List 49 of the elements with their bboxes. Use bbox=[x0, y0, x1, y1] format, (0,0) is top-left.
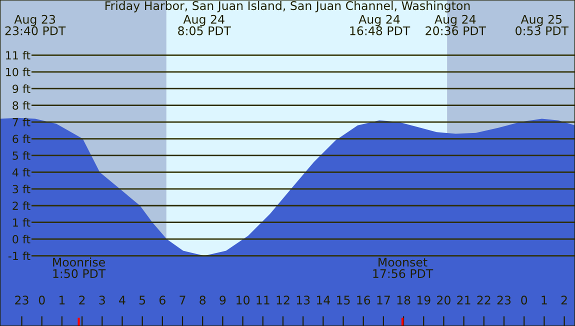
x-tick-label: 8 bbox=[200, 296, 206, 305]
x-tick-label: 23 bbox=[497, 296, 511, 305]
x-tick-label: 13 bbox=[296, 296, 310, 305]
x-tick-label: 16 bbox=[357, 296, 370, 305]
x-tick-label: 2 bbox=[561, 296, 567, 304]
x-tick-label: 12 bbox=[276, 296, 290, 304]
y-tick-label: -1 ft bbox=[8, 252, 30, 260]
x-tick-label: 17 bbox=[377, 296, 390, 304]
y-tick-label: 10 ft bbox=[6, 68, 30, 76]
y-tick-label: 2 ft bbox=[12, 201, 30, 210]
x-tick-label: 2 bbox=[79, 296, 85, 304]
annotation: Moonset 17:56 PDT bbox=[373, 258, 434, 278]
y-tick-label: 1 ft bbox=[13, 218, 30, 227]
y-tick-label: 4 ft bbox=[12, 168, 30, 176]
x-tick-label: 15 bbox=[337, 296, 350, 305]
x-tick-label: 14 bbox=[316, 296, 330, 304]
x-tick-label: 20 bbox=[437, 296, 450, 305]
annotation: Moonrise 1:50 PDT bbox=[53, 258, 106, 278]
y-tick-label: 3 ft bbox=[12, 184, 30, 194]
annotation: Aug 23 23:40 PDT bbox=[5, 14, 66, 36]
x-tick-label: 23 bbox=[15, 296, 28, 305]
x-tick-label: 1 bbox=[59, 296, 65, 304]
x-tick-label: 1 bbox=[542, 296, 547, 304]
y-tick-label: 0 ft bbox=[12, 234, 30, 244]
x-tick-label: 18 bbox=[397, 296, 410, 305]
y-tick-label: 11 ft bbox=[6, 50, 30, 60]
x-tick-label: 4 bbox=[119, 296, 126, 304]
x-tick-label: 6 bbox=[159, 296, 166, 305]
annotation: Aug 24 16:48 PDT bbox=[350, 14, 410, 36]
x-tick-label: 0 bbox=[38, 296, 45, 305]
x-tick-label: 19 bbox=[417, 296, 430, 305]
y-tick-label: 8 ft bbox=[12, 101, 30, 110]
annotation: Aug 25 0:53 PDT bbox=[516, 14, 569, 36]
y-tick-label: 6 ft bbox=[12, 134, 30, 144]
annotation: Aug 24 20:36 PDT bbox=[426, 14, 486, 36]
annotation: Aug 24 8:05 PDT bbox=[178, 14, 231, 36]
chart-title: Friday Harbor, San Juan Island, San Juan Channel, Washington bbox=[105, 0, 470, 12]
y-tick-label: 9 ft bbox=[12, 84, 30, 93]
y-tick-label: 7 ft bbox=[12, 118, 30, 126]
x-tick-label: 21 bbox=[457, 296, 470, 304]
x-tick-label: 10 bbox=[236, 296, 250, 305]
x-tick-label: 9 bbox=[220, 296, 226, 305]
x-tick-label: 3 bbox=[99, 296, 105, 305]
x-tick-label: 0 bbox=[521, 296, 528, 305]
x-tick-label: 5 bbox=[139, 296, 146, 305]
x-tick-label: 7 bbox=[180, 296, 186, 304]
x-tick-label: 22 bbox=[477, 296, 490, 304]
y-tick-label: 5 ft bbox=[12, 151, 30, 160]
x-tick-label: 11 bbox=[256, 296, 270, 304]
